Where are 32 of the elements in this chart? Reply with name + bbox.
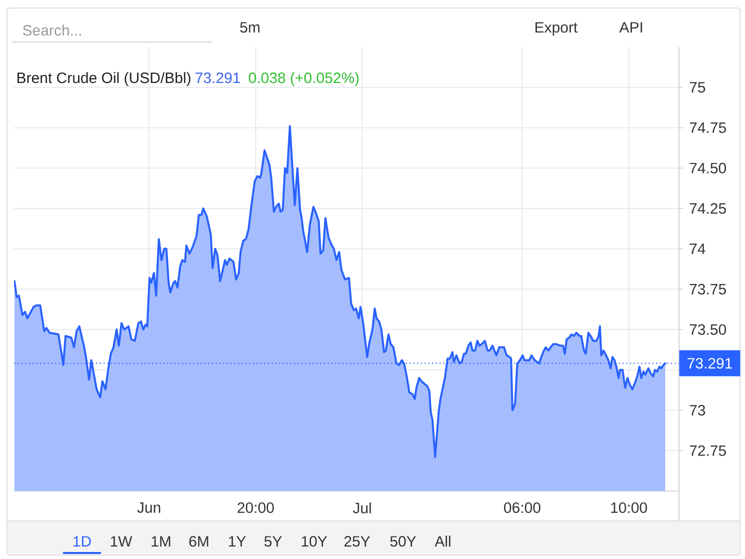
y-tick-label: 74.75 xyxy=(690,122,726,133)
text: 1D xyxy=(74,536,91,546)
y-tick-label: 74 xyxy=(690,244,706,254)
y-tick-label: 73.75 xyxy=(690,284,726,294)
text: 50Y xyxy=(390,536,416,547)
y-tick-label: 73 xyxy=(690,404,706,416)
annotation: 0.038 (+0.052%) xyxy=(248,72,359,86)
text: 1M xyxy=(152,536,170,546)
y-tick-label: 72.75 xyxy=(690,445,726,456)
annotation: 73.291 xyxy=(196,72,240,84)
y-tick-label: 74.25 xyxy=(690,203,726,214)
text: 5Y xyxy=(264,536,282,547)
text: API xyxy=(619,22,642,32)
y-tick-label: 73.50 xyxy=(690,324,726,335)
text: Search... xyxy=(22,24,81,36)
text: 6M xyxy=(189,536,208,547)
x-tick-label: Jul xyxy=(352,502,371,514)
y-tick-label: 74.50 xyxy=(690,162,726,174)
y-tick-label: 75 xyxy=(690,82,706,93)
x-tick-label: 06:00 xyxy=(504,502,540,513)
text: All xyxy=(434,536,450,546)
ref-line-label: 73.291 xyxy=(688,358,732,369)
text: Brent Crude Oil (USD/Bbl) xyxy=(18,72,190,86)
text: 5m xyxy=(240,22,260,33)
x-tick-label: 20:00 xyxy=(238,502,274,513)
text: 1W xyxy=(110,536,132,546)
text: 1Y xyxy=(228,536,246,546)
text: Export xyxy=(536,22,578,36)
text: 25Y xyxy=(344,536,370,547)
x-tick-label: Jun xyxy=(137,502,160,513)
x-tick-label: 10:00 xyxy=(611,502,647,513)
text: 10Y xyxy=(302,536,328,547)
